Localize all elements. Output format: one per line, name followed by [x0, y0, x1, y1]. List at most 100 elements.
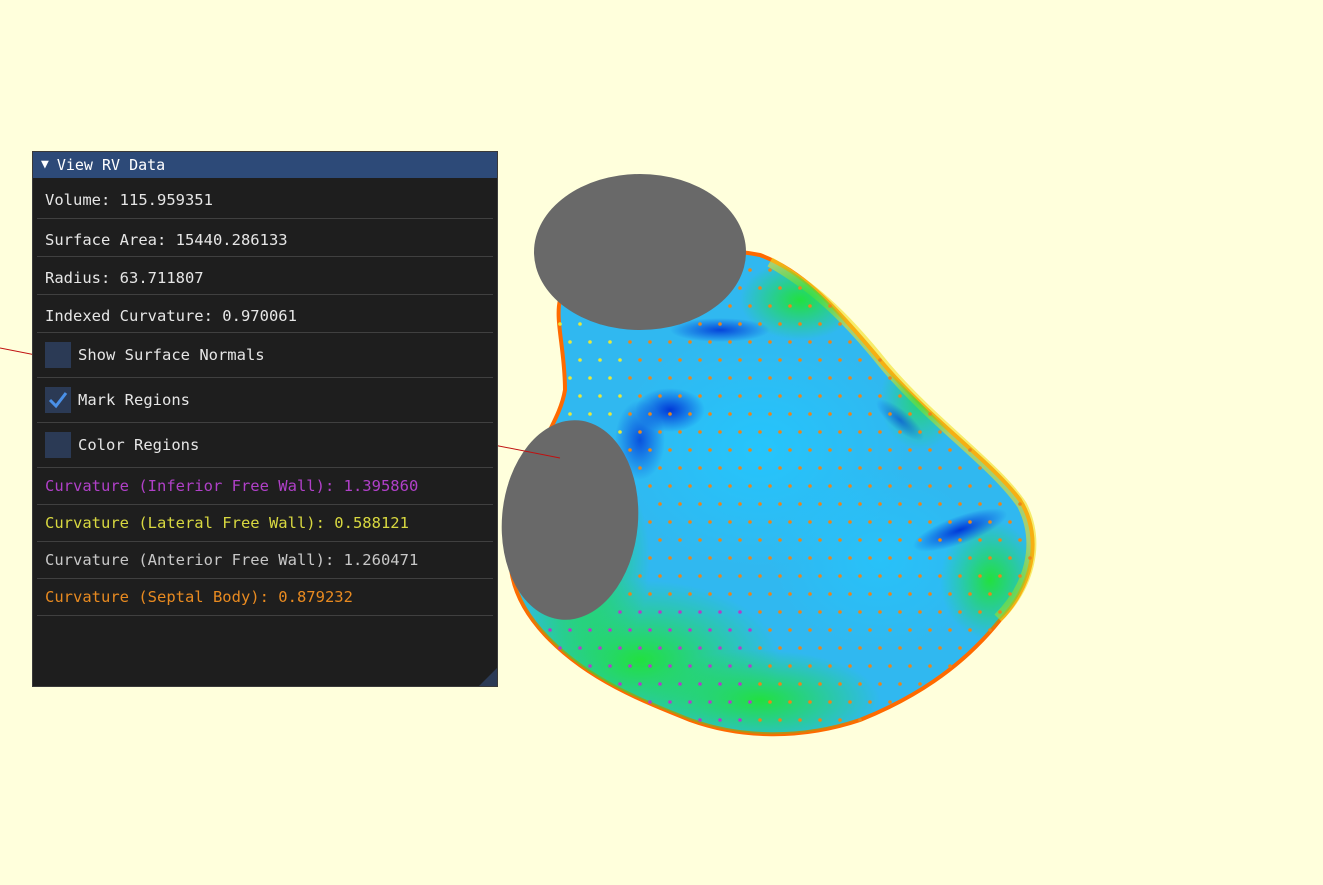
region-point [808, 448, 812, 452]
region-point [898, 502, 902, 506]
region-point [788, 520, 792, 524]
region-point [888, 376, 892, 380]
show-surface-normals-checkbox[interactable] [45, 342, 71, 368]
region-point [888, 664, 892, 668]
region-point [748, 628, 752, 632]
region-point [798, 502, 802, 506]
region-point [838, 502, 842, 506]
region-point [988, 484, 992, 488]
region-point [728, 592, 732, 596]
region-point [818, 538, 822, 542]
region-point [748, 556, 752, 560]
region-point [978, 502, 982, 506]
region-point [828, 520, 832, 524]
region-point [688, 340, 692, 344]
resize-grip[interactable] [479, 668, 497, 686]
region-point [978, 466, 982, 470]
region-point [748, 268, 752, 272]
region-point [898, 466, 902, 470]
region-point [938, 538, 942, 542]
rv-mesh[interactable] [494, 174, 1040, 750]
region-point [638, 466, 642, 470]
region-point [998, 574, 1002, 578]
region-point [948, 628, 952, 632]
region-point [748, 592, 752, 596]
region-point [908, 448, 912, 452]
valve-opening-upper [534, 174, 746, 330]
region-point [778, 682, 782, 686]
region-point [938, 466, 942, 470]
region-point [768, 592, 772, 596]
region-point [758, 430, 762, 434]
region-point [878, 502, 882, 506]
show-surface-normals-option[interactable]: Show Surface Normals [37, 333, 493, 378]
region-point [908, 592, 912, 596]
region-point [648, 628, 652, 632]
window-title: View RV Data [56, 156, 166, 174]
region-point [898, 430, 902, 434]
region-point [898, 682, 902, 686]
region-point [568, 340, 572, 344]
region-point [728, 628, 732, 632]
region-point [968, 448, 972, 452]
region-point [958, 466, 962, 470]
region-point [788, 376, 792, 380]
region-point [678, 574, 682, 578]
region-point [648, 484, 652, 488]
region-point [738, 430, 742, 434]
region-point [778, 718, 782, 722]
region-point [938, 646, 942, 650]
region-point [878, 430, 882, 434]
region-point [758, 718, 762, 722]
region-point [838, 322, 842, 326]
region-point [568, 628, 572, 632]
region-point [648, 448, 652, 452]
region-point [768, 412, 772, 416]
region-point [768, 376, 772, 380]
region-point [1008, 592, 1012, 596]
region-point [638, 682, 642, 686]
region-point [948, 448, 952, 452]
region-point [728, 340, 732, 344]
region-point [978, 538, 982, 542]
region-point [638, 646, 642, 650]
region-point [838, 574, 842, 578]
region-point [688, 448, 692, 452]
region-point [638, 610, 642, 614]
triangle-down-icon[interactable]: ▼ [41, 157, 49, 172]
region-point [768, 304, 772, 308]
region-point [578, 358, 582, 362]
region-point [828, 664, 832, 668]
region-point [758, 610, 762, 614]
region-point [828, 484, 832, 488]
region-point [778, 538, 782, 542]
window-title-bar[interactable]: ▼ View RV Data [33, 152, 497, 178]
region-point [888, 556, 892, 560]
region-point [788, 340, 792, 344]
region-point [718, 322, 722, 326]
region-point [688, 484, 692, 488]
region-point [718, 610, 722, 614]
region-point [728, 304, 732, 308]
mark-regions-checkbox[interactable] [45, 387, 71, 413]
mark-regions-option[interactable]: Mark Regions [37, 378, 493, 423]
region-point [588, 628, 592, 632]
region-point [1028, 556, 1032, 560]
view-rv-data-window[interactable]: ▼ View RV Data Volume: 115.959351 Surfac… [32, 151, 498, 687]
region-point [858, 358, 862, 362]
region-point [668, 700, 672, 704]
region-point [558, 322, 562, 326]
region-point [828, 376, 832, 380]
region-point [628, 448, 632, 452]
region-point [748, 412, 752, 416]
region-point [708, 448, 712, 452]
region-point [838, 430, 842, 434]
color-regions-checkbox[interactable] [45, 432, 71, 458]
region-point [818, 430, 822, 434]
region-point [678, 394, 682, 398]
region-point [918, 538, 922, 542]
color-regions-option[interactable]: Color Regions [37, 423, 493, 468]
region-point [828, 448, 832, 452]
region-point [828, 700, 832, 704]
